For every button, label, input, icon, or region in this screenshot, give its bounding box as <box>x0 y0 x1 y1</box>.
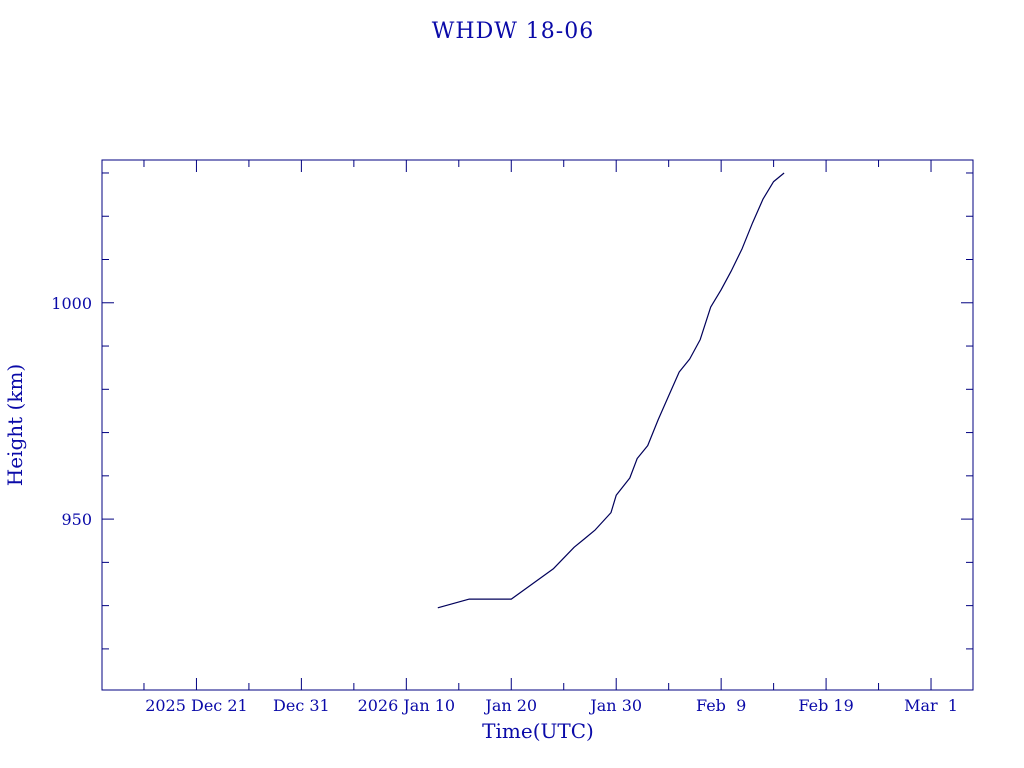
y-axis-label: Height (km) <box>3 364 27 486</box>
x-tick-label: Feb 19 <box>798 696 853 715</box>
y-tick-label: 950 <box>61 510 92 529</box>
y-tick-labels: 950 1000 <box>51 294 92 529</box>
x-tick-label: Feb 9 <box>696 696 746 715</box>
x-tick-label: 2026 Jan 10 <box>358 696 456 715</box>
x-tick-label: Mar 1 <box>904 696 958 715</box>
x-tick-label: Dec 31 <box>273 696 330 715</box>
x-tick-label: Jan 20 <box>483 696 537 715</box>
x-tick-label: Jan 30 <box>588 696 642 715</box>
x-tick-labels: 2025 Dec 21 Dec 31 2026 Jan 10 Jan 20 Jan 30… <box>145 696 958 715</box>
series-layer <box>437 172 785 609</box>
plot-frame <box>101 159 974 691</box>
y-tick-label: 1000 <box>51 294 92 313</box>
tick-marks <box>102 160 973 690</box>
chart-title: WHDW 18-06 <box>432 19 594 44</box>
x-axis-label: Time(UTC) <box>482 719 594 743</box>
series-line-height <box>437 172 785 609</box>
x-tick-label: 2025 Dec 21 <box>145 696 248 715</box>
